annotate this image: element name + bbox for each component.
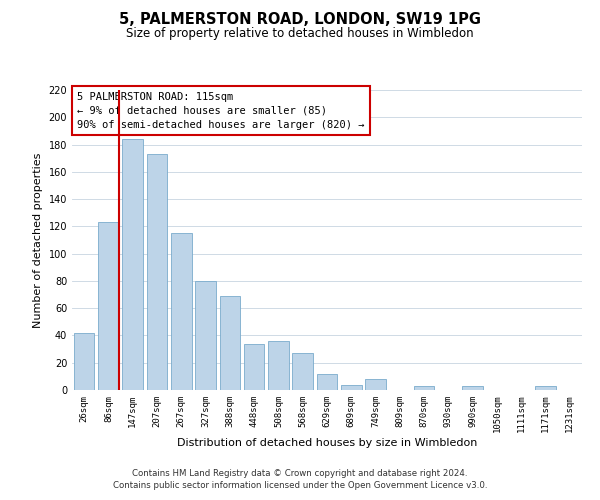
Bar xyxy=(292,353,313,390)
Bar xyxy=(171,233,191,390)
Bar xyxy=(122,139,143,390)
Bar xyxy=(365,379,386,390)
Bar xyxy=(146,154,167,390)
Bar xyxy=(463,386,483,390)
Text: Contains public sector information licensed under the Open Government Licence v3: Contains public sector information licen… xyxy=(113,481,487,490)
X-axis label: Distribution of detached houses by size in Wimbledon: Distribution of detached houses by size … xyxy=(177,438,477,448)
Text: 5, PALMERSTON ROAD, LONDON, SW19 1PG: 5, PALMERSTON ROAD, LONDON, SW19 1PG xyxy=(119,12,481,28)
Bar xyxy=(268,341,289,390)
Bar xyxy=(535,386,556,390)
Text: 5 PALMERSTON ROAD: 115sqm
← 9% of detached houses are smaller (85)
90% of semi-d: 5 PALMERSTON ROAD: 115sqm ← 9% of detach… xyxy=(77,92,365,130)
Bar xyxy=(220,296,240,390)
Bar xyxy=(317,374,337,390)
Bar xyxy=(244,344,265,390)
Y-axis label: Number of detached properties: Number of detached properties xyxy=(33,152,43,328)
Text: Contains HM Land Registry data © Crown copyright and database right 2024.: Contains HM Land Registry data © Crown c… xyxy=(132,468,468,477)
Bar xyxy=(414,386,434,390)
Bar xyxy=(195,281,216,390)
Text: Size of property relative to detached houses in Wimbledon: Size of property relative to detached ho… xyxy=(126,28,474,40)
Bar xyxy=(98,222,119,390)
Bar xyxy=(341,384,362,390)
Bar xyxy=(74,332,94,390)
